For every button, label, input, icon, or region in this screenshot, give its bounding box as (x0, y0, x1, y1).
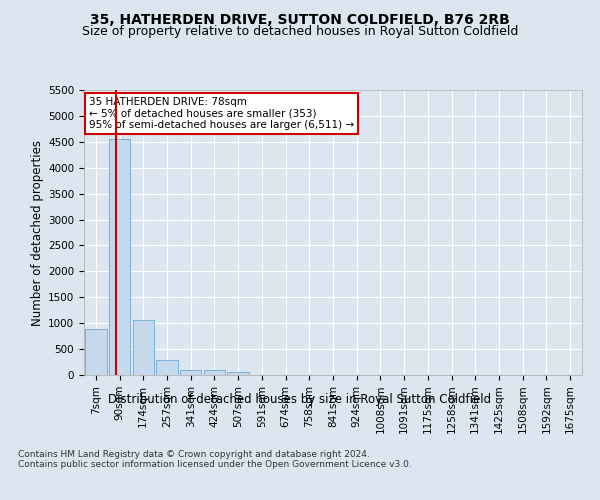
Bar (133, 320, 154, 375)
Text: Contains HM Land Registry data © Crown copyright and database right 2024.
Contai: Contains HM Land Registry data © Crown c… (18, 450, 412, 469)
Text: 35 HATHERDEN DRIVE: 78sqm
← 5% of detached houses are smaller (353)
95% of semi-: 35 HATHERDEN DRIVE: 78sqm ← 5% of detach… (89, 97, 354, 130)
Bar (204, 370, 225, 375)
Text: Size of property relative to detached houses in Royal Sutton Coldfield: Size of property relative to detached ho… (82, 25, 518, 38)
Bar (85, 330, 107, 375)
Bar (180, 370, 202, 375)
Y-axis label: Number of detached properties: Number of detached properties (31, 140, 44, 326)
Bar (227, 372, 249, 375)
Bar (109, 138, 130, 375)
Bar (157, 360, 178, 375)
Text: 35, HATHERDEN DRIVE, SUTTON COLDFIELD, B76 2RB: 35, HATHERDEN DRIVE, SUTTON COLDFIELD, B… (90, 12, 510, 26)
Text: Distribution of detached houses by size in Royal Sutton Coldfield: Distribution of detached houses by size … (109, 392, 491, 406)
